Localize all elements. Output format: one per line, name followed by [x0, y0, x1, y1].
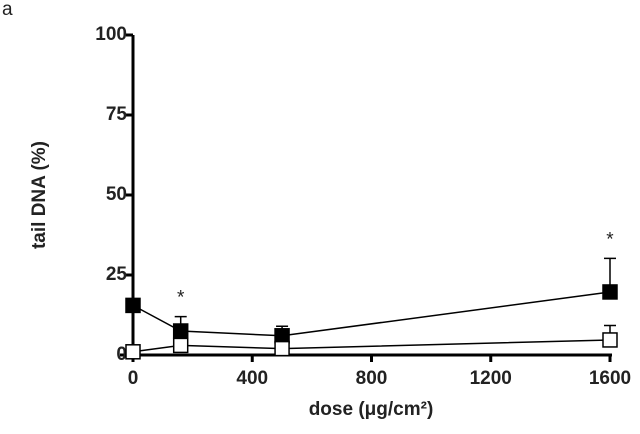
marker — [274, 340, 290, 357]
y-tick-label: 75 — [106, 104, 128, 125]
marker — [274, 328, 290, 344]
x-axis-label: dose (μg/cm²) — [309, 399, 434, 420]
annotation: * — [177, 288, 185, 309]
marker — [125, 344, 141, 360]
marker — [602, 284, 618, 300]
x-tick-label: 1600 — [589, 368, 631, 389]
annotation: * — [606, 229, 614, 250]
y-axis-label: tail DNA (%) — [29, 141, 50, 249]
x-tick-label: 1200 — [470, 368, 512, 389]
marker — [125, 297, 141, 314]
x-tick-label: 0 — [128, 368, 139, 389]
y-tick-label: 0 — [116, 344, 127, 365]
marker — [602, 332, 618, 348]
y-tick-label: 100 — [95, 24, 127, 45]
marker — [172, 323, 189, 339]
x-tick-label: 800 — [356, 368, 388, 389]
series-line — [132, 339, 611, 353]
panel-label: a — [2, 0, 13, 20]
x-tick-label: 400 — [236, 368, 268, 389]
marker — [172, 337, 189, 354]
series-line — [132, 291, 611, 337]
y-tick-label: 50 — [106, 184, 127, 205]
y-tick-label: 25 — [106, 264, 128, 285]
